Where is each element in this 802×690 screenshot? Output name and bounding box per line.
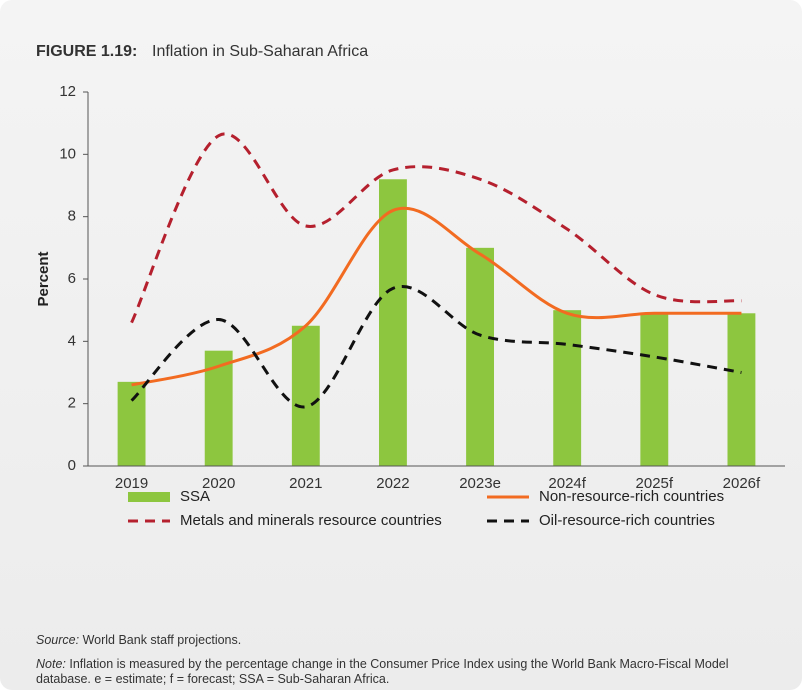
legend-label: Metals and minerals resource countries xyxy=(180,512,442,529)
note-text: Inflation is measured by the percentage … xyxy=(36,657,729,686)
y-tick-label: 4 xyxy=(68,332,76,349)
note: Note: Inflation is measured by the perce… xyxy=(36,657,766,687)
y-tick-label: 0 xyxy=(68,457,76,474)
x-tick-label: 2019 xyxy=(115,475,148,492)
bar xyxy=(378,179,407,466)
y-tick-label: 8 xyxy=(68,208,76,225)
x-tick-label: 2023e xyxy=(459,475,501,492)
y-tick-label: 6 xyxy=(68,270,76,287)
legend-label: Oil-resource-rich countries xyxy=(539,512,715,529)
bar xyxy=(640,313,669,466)
x-tick-label: 2020 xyxy=(202,475,235,492)
source-text: World Bank staff projections. xyxy=(82,633,242,647)
chart: FIGURE 1.19: Inflation in Sub-Saharan Af… xyxy=(35,43,785,529)
figure-label: FIGURE 1.19: xyxy=(36,43,137,60)
bar xyxy=(466,247,495,466)
x-tick-label: 2022 xyxy=(376,475,409,492)
bar xyxy=(553,310,582,466)
bar xyxy=(117,381,146,466)
legend-label: Non-resource-rich countries xyxy=(539,488,724,505)
line-series xyxy=(131,206,742,387)
legend-swatch xyxy=(128,492,170,502)
x-tick-label: 2021 xyxy=(289,475,322,492)
bar xyxy=(291,325,320,466)
x-tick-label: 2025f xyxy=(636,475,674,492)
chart-title: Inflation in Sub-Saharan Africa xyxy=(152,43,368,60)
y-tick-label: 10 xyxy=(59,145,76,162)
source-label: Source: xyxy=(36,633,80,647)
source: Source: World Bank staff projections. xyxy=(36,633,766,648)
x-tick-label: 2026f xyxy=(723,475,761,492)
x-tick-label: 2024f xyxy=(548,475,586,492)
y-tick-label: 12 xyxy=(59,83,76,100)
legend-label: SSA xyxy=(180,488,210,505)
y-tick-label: 2 xyxy=(68,395,76,412)
line-series xyxy=(130,285,742,409)
line-series xyxy=(130,132,742,324)
y-axis-label: Percent xyxy=(35,251,52,306)
bar xyxy=(727,313,756,466)
note-label: Note: xyxy=(36,657,66,671)
